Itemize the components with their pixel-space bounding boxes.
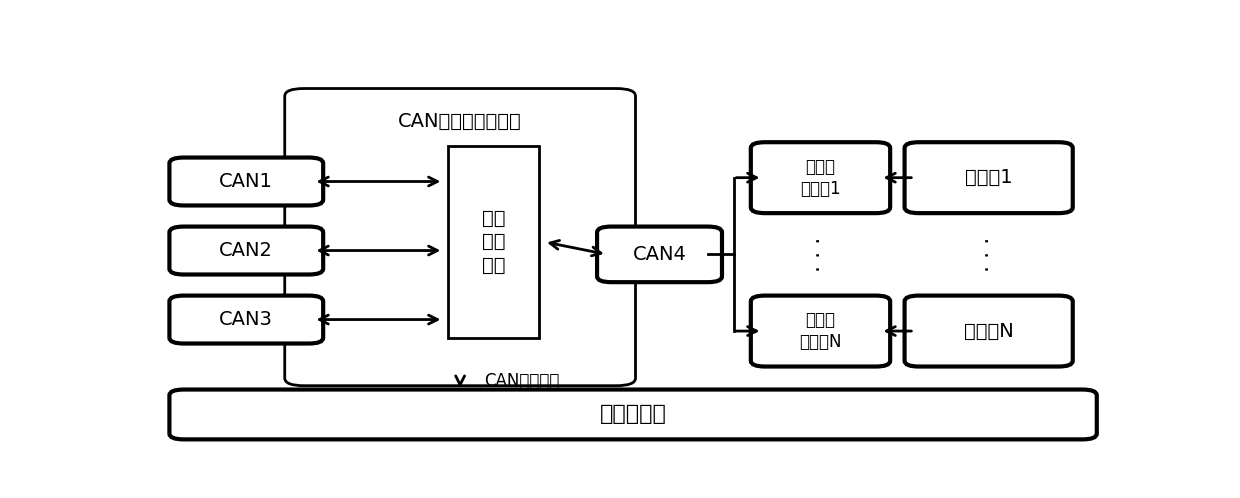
FancyBboxPatch shape (170, 296, 324, 344)
FancyBboxPatch shape (905, 296, 1073, 367)
Bar (448, 146, 539, 338)
Text: 通道
资源
配置: 通道 资源 配置 (482, 209, 506, 275)
Text: 传感器N: 传感器N (963, 322, 1013, 341)
Text: CAN报文采集: CAN报文采集 (484, 372, 559, 390)
FancyBboxPatch shape (596, 227, 722, 282)
Text: CAN3: CAN3 (219, 310, 273, 329)
Text: 上位机软件: 上位机软件 (600, 404, 667, 424)
Text: CAN2: CAN2 (219, 241, 273, 260)
Text: CAN采集硬件接口卡: CAN采集硬件接口卡 (398, 112, 522, 130)
Text: · · ·: · · · (811, 237, 831, 272)
FancyBboxPatch shape (751, 142, 890, 213)
Text: 信号转
换模块1: 信号转 换模块1 (800, 157, 841, 198)
Text: 信号转
换模块N: 信号转 换模块N (800, 311, 842, 351)
Text: CAN1: CAN1 (219, 172, 273, 191)
Text: · · ·: · · · (978, 237, 998, 272)
Text: CAN4: CAN4 (632, 245, 687, 264)
FancyBboxPatch shape (285, 89, 635, 385)
FancyBboxPatch shape (170, 227, 324, 274)
FancyBboxPatch shape (751, 296, 890, 367)
Text: 传感器1: 传感器1 (965, 168, 1013, 187)
FancyBboxPatch shape (170, 157, 324, 206)
FancyBboxPatch shape (905, 142, 1073, 213)
FancyBboxPatch shape (170, 389, 1097, 439)
